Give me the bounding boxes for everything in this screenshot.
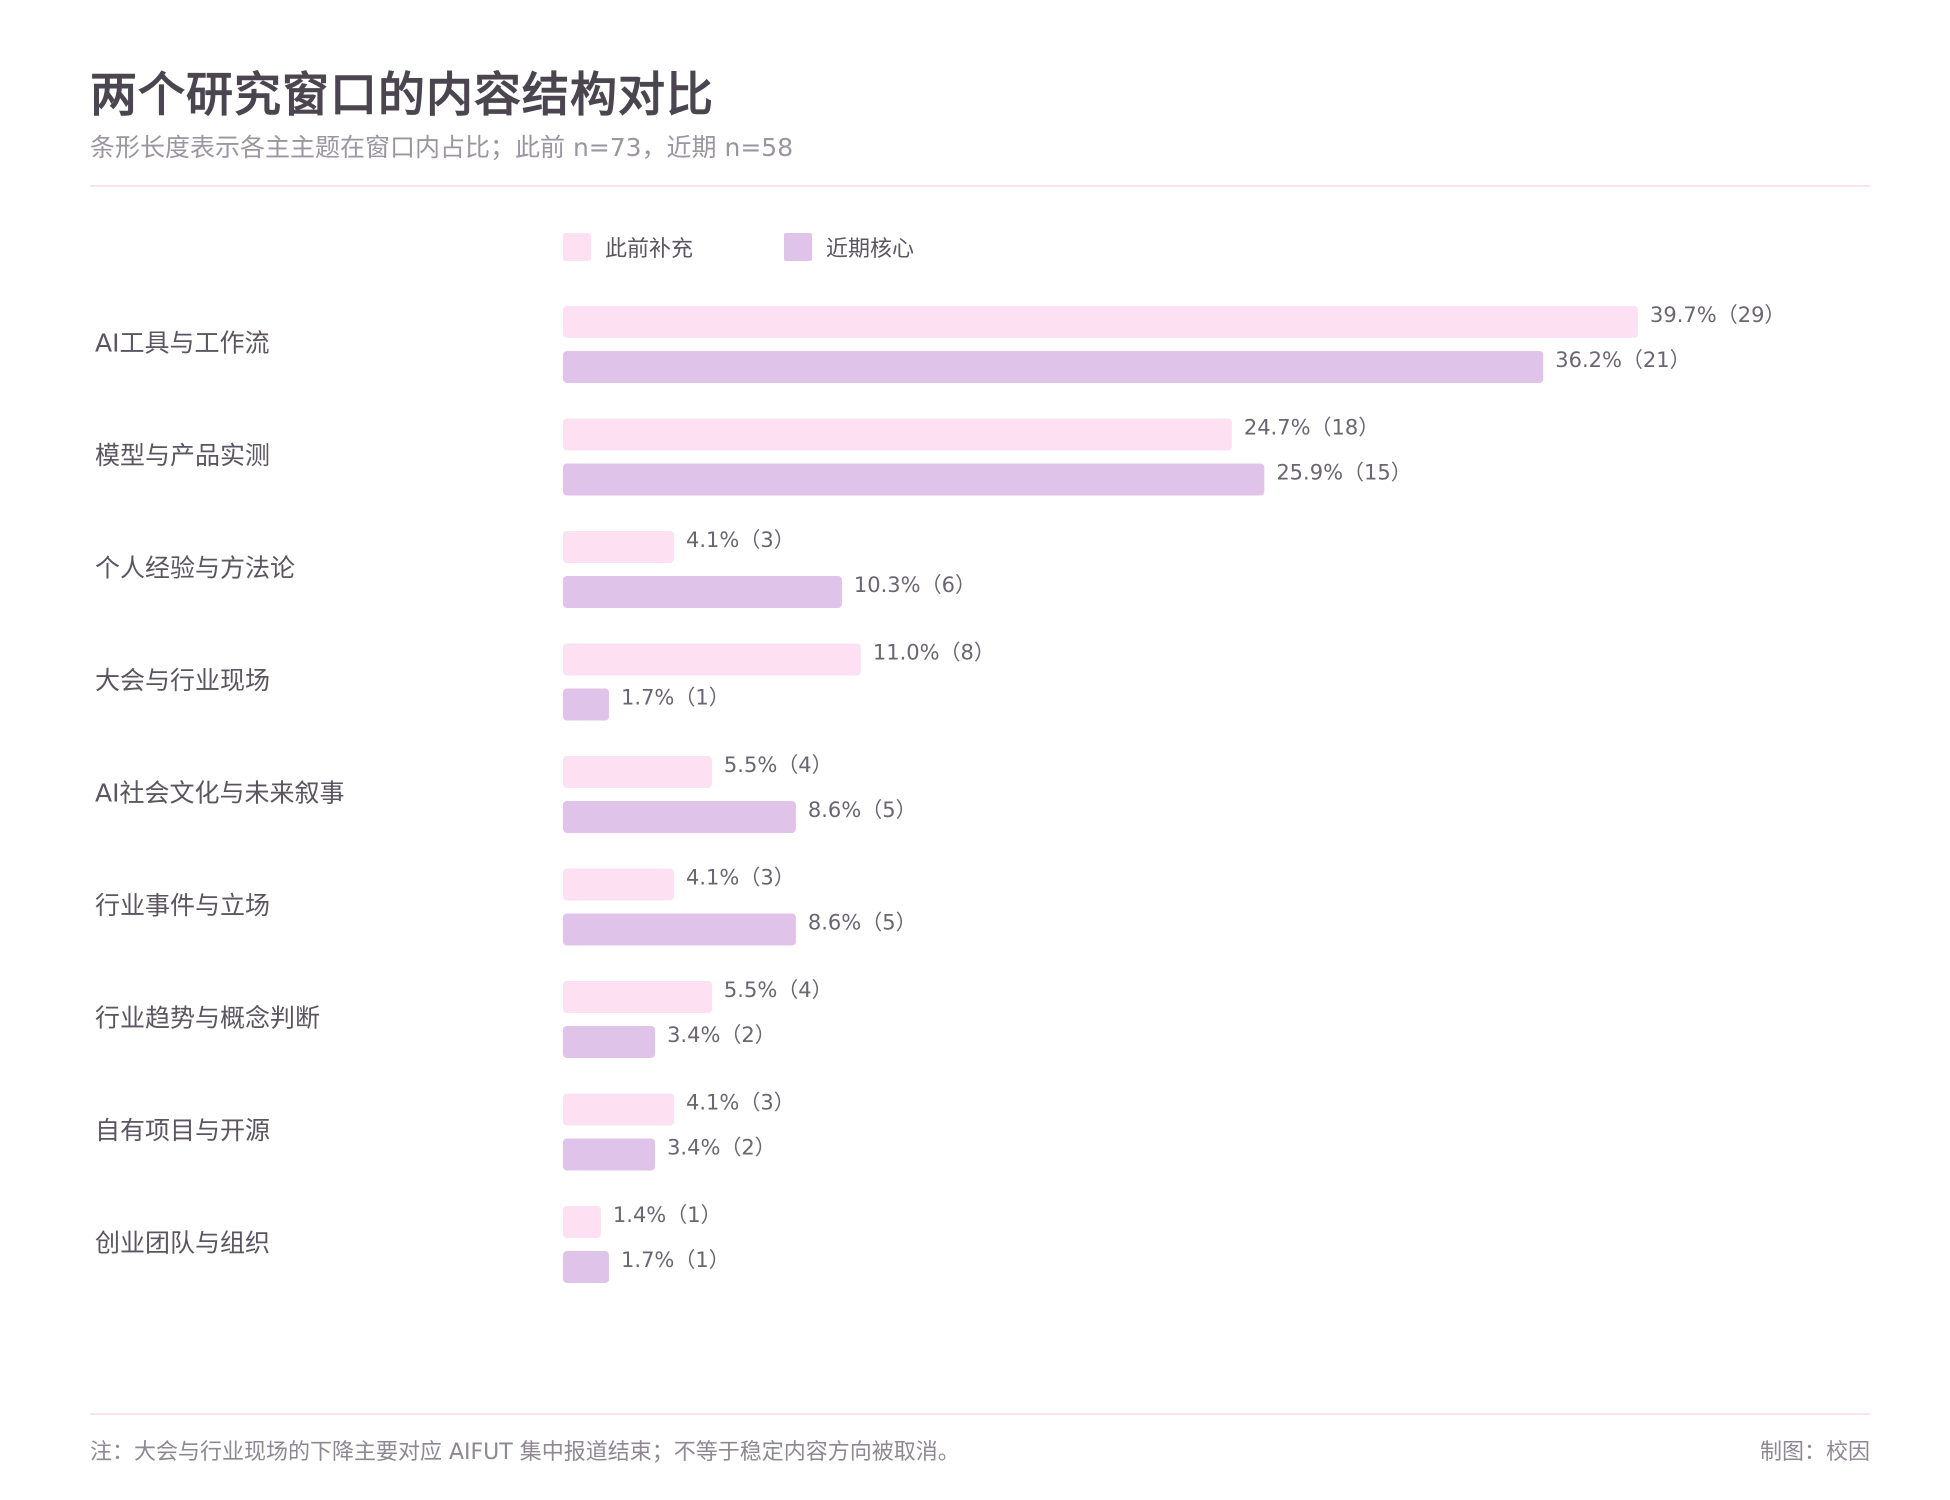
bar-previous	[563, 868, 675, 901]
bar-previous	[563, 306, 1638, 338]
bar-recent	[563, 1138, 656, 1171]
category-label: 个人经验与方法论	[95, 554, 295, 583]
value-label: 36.2%（21）	[1555, 348, 1690, 372]
value-label: 10.3%（6）	[854, 573, 976, 597]
value-label: 39.7%（29）	[1650, 303, 1785, 327]
category-label: 大会与行业现场	[95, 666, 270, 695]
value-label: 4.1%（3）	[686, 528, 795, 552]
value-label: 5.5%（4）	[724, 753, 833, 777]
value-label: 1.7%（1）	[621, 686, 730, 710]
value-label: 3.4%（2）	[667, 1023, 776, 1047]
category-label: 行业事件与立场	[95, 891, 270, 920]
value-label: 8.6%（5）	[808, 798, 917, 822]
bar-recent	[563, 1251, 610, 1283]
bar-recent	[563, 463, 1265, 496]
bar-previous	[563, 1206, 601, 1238]
legend-previous-label: 此前补充	[605, 237, 693, 262]
footer-credit: 制图：校因	[1759, 1440, 1870, 1465]
category-label: 模型与产品实测	[95, 441, 270, 470]
bar-previous	[563, 418, 1232, 451]
chart-subtitle: 条形长度表示各主主题在窗口内占比；此前 n=73，近期 n=58	[90, 133, 794, 162]
bar-previous	[563, 756, 712, 788]
bar-previous	[563, 643, 861, 676]
value-label: 11.0%（8）	[873, 641, 995, 665]
bar-recent	[563, 351, 1544, 383]
category-label: AI社会文化与未来叙事	[95, 779, 344, 808]
legend-recent-label: 近期核心	[826, 237, 914, 262]
footer-note: 注：大会与行业现场的下降主要对应 AIFUT 集中报道结束；不等于稳定内容方向被…	[90, 1440, 960, 1465]
category-label: AI工具与工作流	[95, 329, 269, 358]
value-label: 1.7%（1）	[621, 1248, 730, 1272]
top-divider	[90, 185, 1870, 187]
value-label: 3.4%（2）	[667, 1136, 776, 1160]
bar-previous	[563, 531, 675, 563]
value-label: 4.1%（3）	[686, 1091, 795, 1115]
value-label: 4.1%（3）	[686, 866, 795, 890]
legend-recent-swatch	[784, 233, 812, 261]
value-label: 8.6%（5）	[808, 911, 917, 935]
bar-recent	[563, 1026, 656, 1058]
bar-previous	[563, 981, 712, 1013]
value-label: 1.4%（1）	[613, 1203, 722, 1227]
value-label: 25.9%（15）	[1276, 461, 1411, 485]
category-label: 创业团队与组织	[95, 1229, 270, 1258]
value-label: 24.7%（18）	[1244, 416, 1379, 440]
bar-recent	[563, 801, 796, 833]
legend-previous-swatch	[563, 233, 591, 261]
bottom-divider	[90, 1413, 1870, 1415]
bar-recent	[563, 576, 842, 608]
value-label: 5.5%（4）	[724, 978, 833, 1002]
category-label: 行业趋势与概念判断	[95, 1004, 320, 1033]
chart-title: 两个研究窗口的内容结构对比	[90, 68, 714, 123]
bar-chart: 此前补充 近期核心 AI工具与工作流 39.7%（29） 36.2%（21） 模型与产品实…	[95, 233, 1785, 1283]
category-label: 自有项目与开源	[95, 1116, 270, 1145]
bar-recent	[563, 688, 610, 721]
bar-recent	[563, 913, 796, 946]
bar-previous	[563, 1093, 675, 1126]
